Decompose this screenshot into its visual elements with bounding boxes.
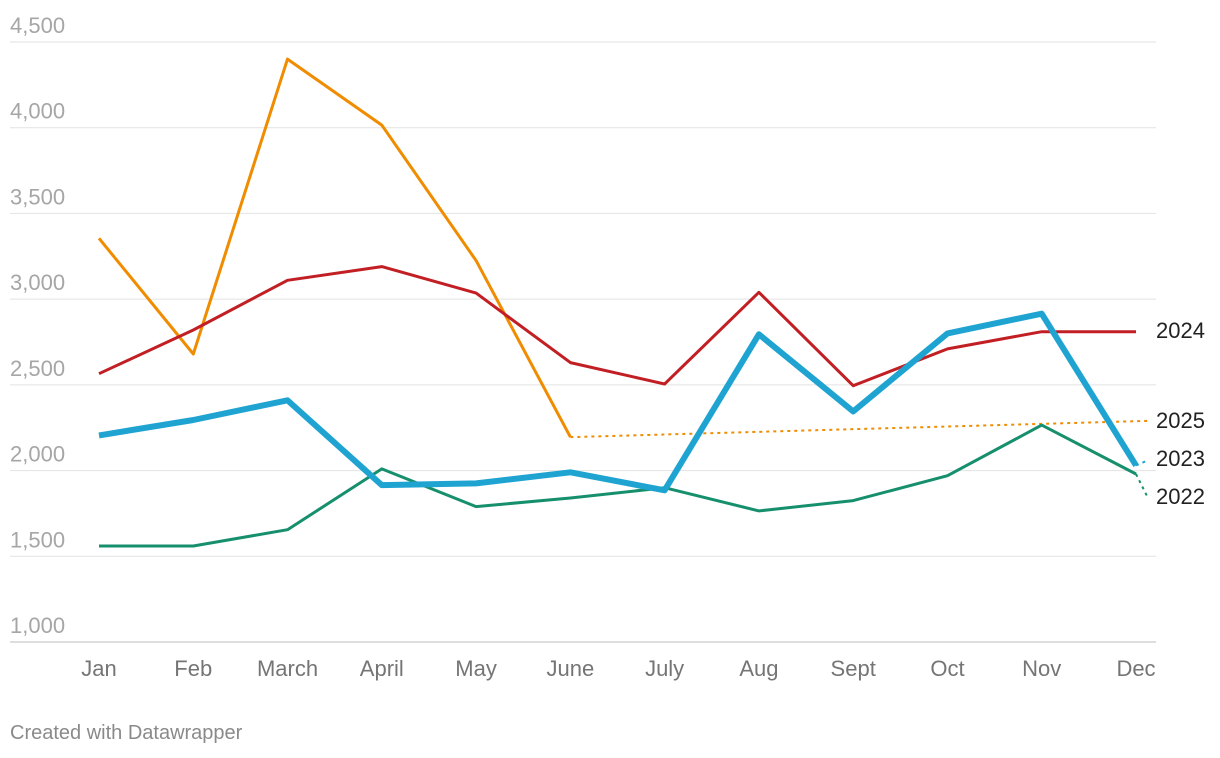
series-label-2025: 2025	[1156, 408, 1205, 433]
x-tick-label-march: March	[257, 656, 318, 681]
y-tick-label: 1,500	[10, 527, 65, 552]
x-tick-label-may: May	[455, 656, 497, 681]
x-tick-label-dec: Dec	[1116, 656, 1155, 681]
projection-line-2022	[1135, 473, 1149, 499]
projection-lines	[570, 419, 1149, 499]
series-line-2023	[98, 310, 1139, 494]
series-line-2024	[98, 265, 1136, 388]
datawrapper-credit: Created with Datawrapper	[10, 722, 243, 744]
series-line-2022	[99, 423, 1137, 548]
projection-line-2025	[570, 419, 1149, 439]
y-tick-label: 2,500	[10, 356, 65, 381]
x-tick-label-july: July	[645, 656, 684, 681]
x-tick-label-nov: Nov	[1022, 656, 1061, 681]
y-tick-label: 4,500	[10, 13, 65, 38]
x-tick-label-sept: Sept	[831, 656, 876, 681]
y-tick-label: 4,000	[10, 99, 65, 124]
x-tick-label-june: June	[547, 656, 595, 681]
line-chart: 1,000 1,500 2,000 2,500 3,000 3,500 4,000 4,500…	[10, 13, 1205, 681]
gridlines	[10, 41, 1156, 643]
y-tick-label: 1,000	[10, 613, 65, 638]
x-axis-category-labels: Jan Feb March April May June July Aug Sept Oct Nov…	[81, 656, 1155, 681]
y-tick-label: 2,000	[10, 442, 65, 467]
series-lines	[97, 57, 1139, 548]
series-line-2025	[97, 57, 572, 438]
x-tick-label-oct: Oct	[930, 656, 964, 681]
x-tick-label-feb: Feb	[174, 656, 212, 681]
series-label-2024: 2024	[1156, 318, 1205, 343]
x-tick-label-april: April	[360, 656, 404, 681]
series-label-2023: 2023	[1156, 446, 1205, 471]
x-tick-label-jan: Jan	[81, 656, 116, 681]
y-tick-label: 3,000	[10, 270, 65, 295]
series-label-2022: 2022	[1156, 484, 1205, 509]
x-tick-label-aug: Aug	[739, 656, 778, 681]
y-axis-tick-labels: 1,000 1,500 2,000 2,500 3,000 3,500 4,000 4,500	[10, 13, 65, 638]
projection-line-2023	[1135, 459, 1149, 467]
y-tick-label: 3,500	[10, 184, 65, 209]
series-end-labels: 2022 2023 2024 2025	[1156, 318, 1205, 509]
